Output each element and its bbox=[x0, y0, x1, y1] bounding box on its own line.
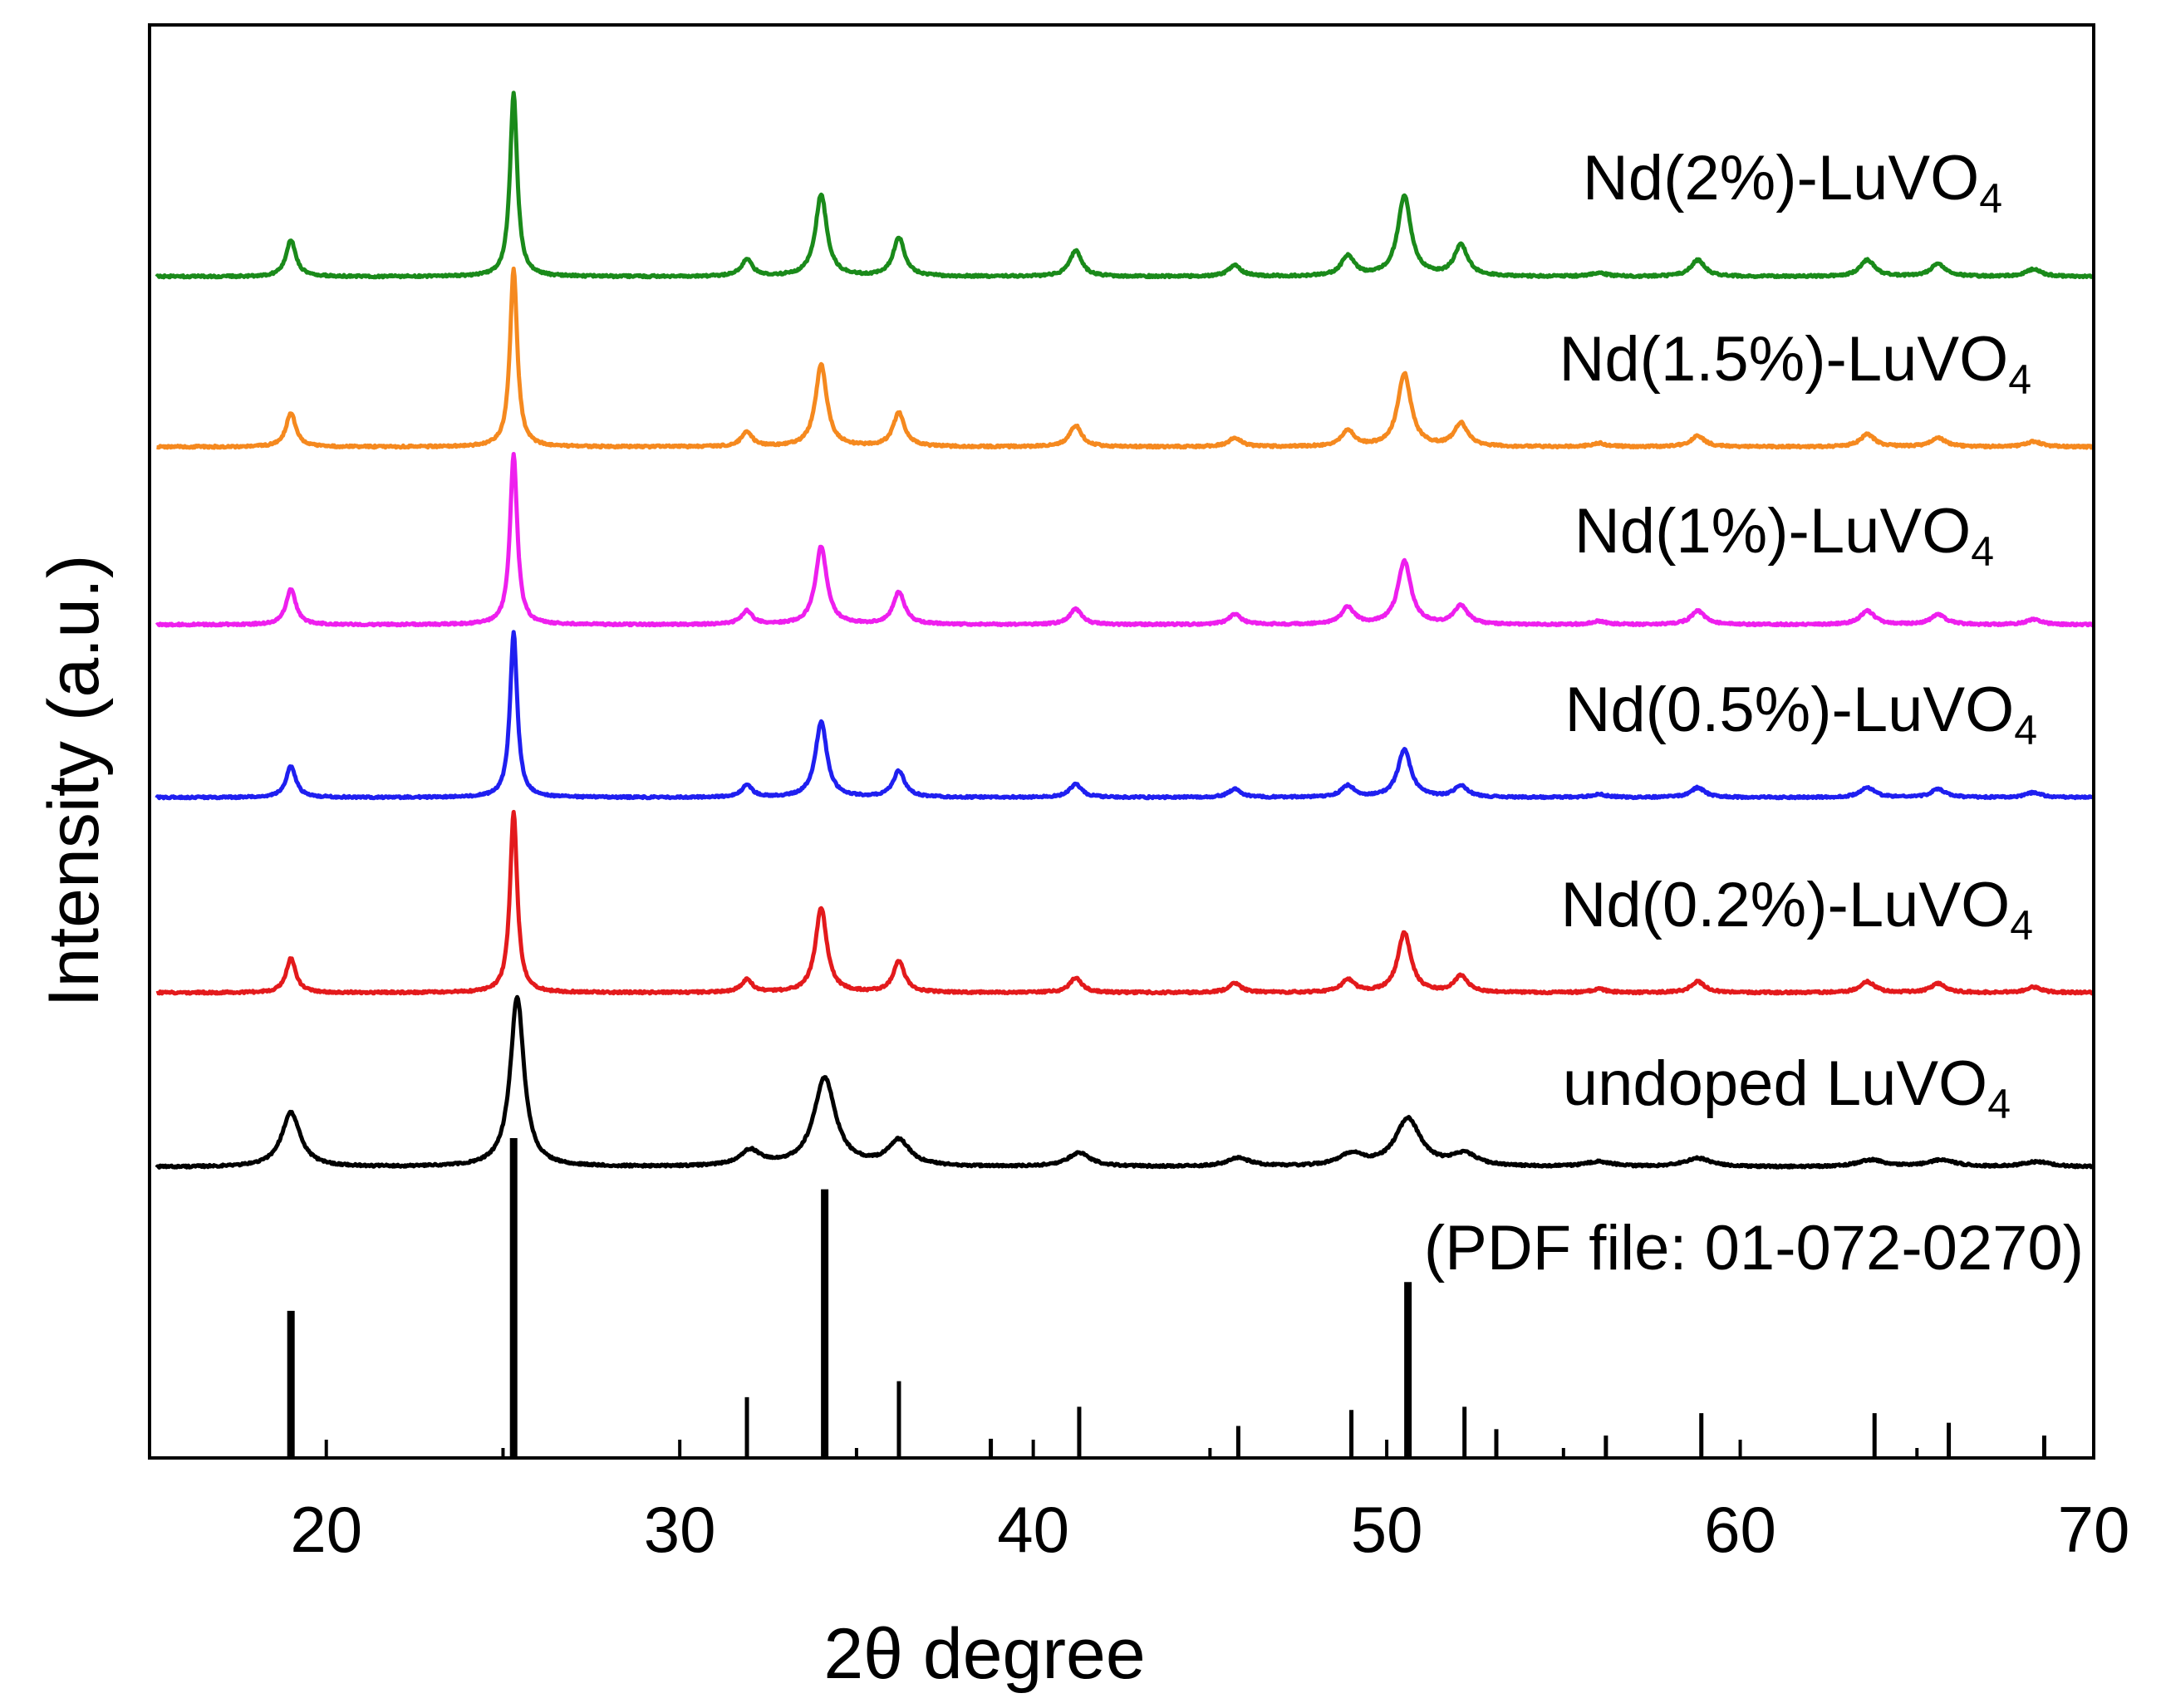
series-label-main: Nd(1%)-LuVO bbox=[1574, 496, 1971, 567]
reference-stick bbox=[2041, 1436, 2046, 1458]
series-label-main: Nd(2%)-LuVO bbox=[1583, 143, 1979, 214]
trace-line bbox=[155, 630, 2095, 801]
series-label: Nd(1%)-LuVO4 bbox=[1574, 496, 1994, 575]
reference-sticks bbox=[287, 1138, 2046, 1458]
series-label-main: Nd(0.2%)-LuVO bbox=[1561, 870, 2011, 940]
series-label-subscript: 4 bbox=[2010, 902, 2033, 949]
x-tick-label: 30 bbox=[644, 1493, 716, 1566]
reference-stick bbox=[1699, 1413, 1704, 1458]
reference-stick bbox=[509, 1138, 518, 1458]
x-tick-label: 70 bbox=[2058, 1493, 2130, 1566]
trace-line bbox=[155, 994, 2095, 1170]
diffraction-traces bbox=[155, 91, 2095, 1170]
x-tick-label: 50 bbox=[1351, 1493, 1423, 1566]
reference-stick bbox=[1604, 1436, 1608, 1458]
series-label: Nd(2%)-LuVO4 bbox=[1583, 143, 2002, 222]
reference-stick bbox=[1235, 1426, 1240, 1458]
series-label: Nd(0.5%)-LuVO4 bbox=[1565, 675, 2037, 753]
trace-line bbox=[155, 809, 2095, 996]
reference-label: (PDF file: 01-072-0270) bbox=[1424, 1213, 2084, 1283]
reference-stick bbox=[744, 1396, 749, 1458]
reference-stick bbox=[1077, 1406, 1082, 1458]
reference-stick bbox=[896, 1381, 901, 1458]
series-label-subscript: 4 bbox=[1979, 175, 2002, 222]
trace-line bbox=[155, 91, 2095, 280]
series-label: Nd(0.2%)-LuVO4 bbox=[1561, 870, 2033, 949]
x-axis-title: 2θ degree bbox=[823, 1614, 1145, 1694]
reference-stick bbox=[1462, 1406, 1467, 1458]
series-label-main: Nd(1.5%)-LuVO bbox=[1559, 324, 2009, 395]
x-axis-ticks: 20 30 40 50 60 70 bbox=[148, 1440, 2130, 1566]
series-labels: undoped LuVO4Nd(0.2%)-LuVO4Nd(0.5%)-LuVO… bbox=[1559, 143, 2037, 1127]
reference-stick bbox=[989, 1438, 994, 1458]
reference-stick bbox=[1494, 1429, 1499, 1458]
series-label-subscript: 4 bbox=[1987, 1081, 2011, 1127]
trace-line bbox=[155, 266, 2095, 450]
reference-stick bbox=[1349, 1410, 1354, 1458]
x-tick-label: 60 bbox=[1704, 1493, 1776, 1566]
reference-stick bbox=[287, 1310, 295, 1458]
x-tick-label: 40 bbox=[997, 1493, 1069, 1566]
series-label: undoped LuVO4 bbox=[1563, 1048, 2011, 1127]
series-label-main: Nd(0.5%)-LuVO bbox=[1565, 675, 2015, 745]
series-label-main: undoped LuVO bbox=[1563, 1048, 1987, 1119]
reference-stick bbox=[1947, 1422, 1952, 1458]
trace-line bbox=[155, 452, 2095, 628]
series-label-subscript: 4 bbox=[1971, 528, 1994, 575]
series-label-subscript: 4 bbox=[2008, 356, 2031, 403]
series-label: Nd(1.5%)-LuVO4 bbox=[1559, 324, 2031, 403]
reference-stick bbox=[1872, 1413, 1877, 1458]
reference-stick bbox=[1404, 1282, 1412, 1458]
plot-frame bbox=[148, 23, 2095, 1460]
x-tick-label: 20 bbox=[290, 1493, 362, 1566]
reference-stick bbox=[821, 1189, 829, 1458]
y-axis-title: Intensity (a.u.) bbox=[34, 555, 114, 1008]
series-label-subscript: 4 bbox=[2014, 707, 2037, 753]
